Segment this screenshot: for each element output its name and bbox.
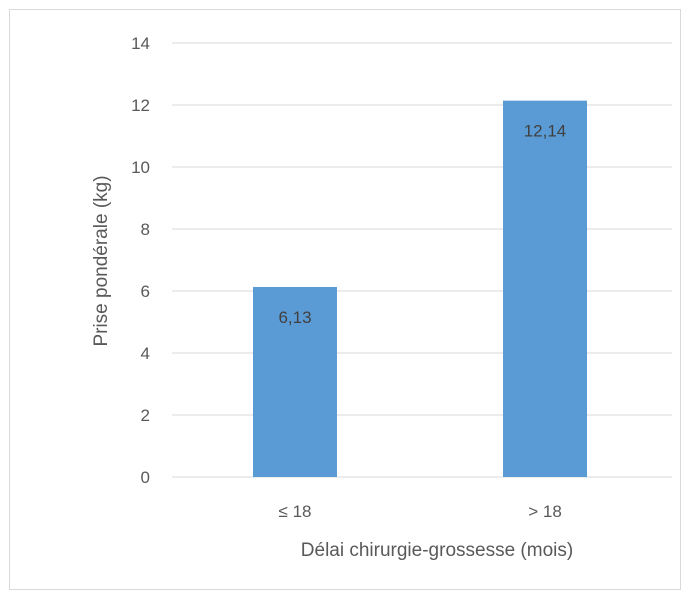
- y-tick-label: 2: [141, 406, 150, 425]
- x-axis-title: Délai chirurgie-grossesse (mois): [301, 540, 573, 561]
- x-tick-label: > 18: [528, 502, 562, 521]
- bar: [253, 286, 337, 477]
- x-tick-label: ≤ 18: [279, 502, 312, 521]
- x-axis-ticks: ≤ 18 > 18: [279, 502, 562, 521]
- y-tick-label: 0: [141, 468, 150, 487]
- data-label: 12,14: [524, 122, 567, 141]
- y-tick-label: 12: [131, 96, 150, 115]
- y-tick-label: 4: [141, 344, 150, 363]
- bar: [503, 100, 587, 477]
- y-axis-ticks: 0 2 4 6 8 10 12 14: [131, 34, 150, 487]
- data-label: 6,13: [278, 308, 311, 327]
- data-labels: 6,13 12,14: [278, 122, 566, 327]
- bars: [253, 100, 587, 477]
- y-axis-title: Prise pondérale (kg): [91, 175, 112, 346]
- y-tick-label: 6: [141, 282, 150, 301]
- gridlines: [172, 42, 672, 478]
- y-tick-label: 10: [131, 158, 150, 177]
- y-tick-label: 8: [141, 220, 150, 239]
- y-tick-label: 14: [131, 34, 150, 53]
